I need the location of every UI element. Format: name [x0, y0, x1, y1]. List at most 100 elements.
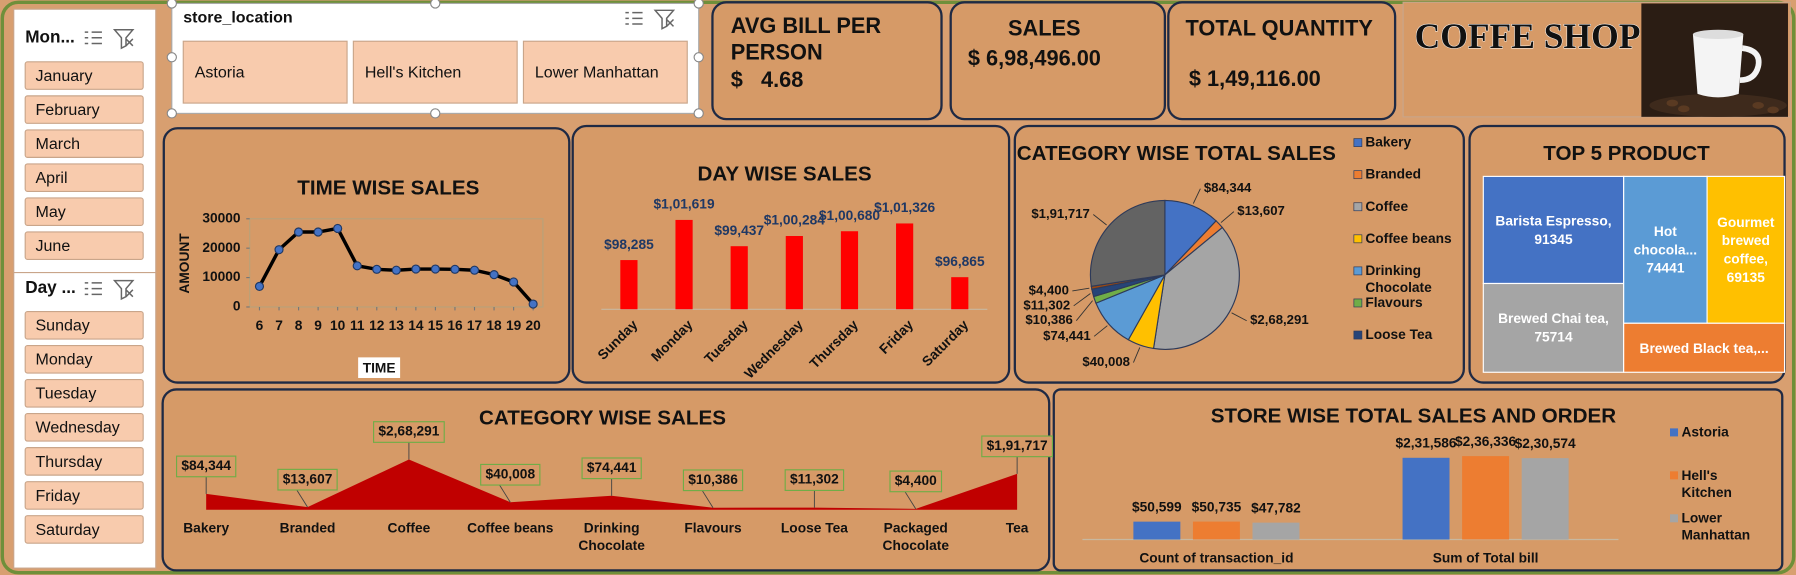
- tile-label-box: Hot chocola... 74441: [1634, 223, 1697, 276]
- slicer-item[interactable]: Lower Manhattan: [535, 64, 659, 82]
- pie-slice: [1152, 226, 1240, 350]
- legend-swatch: [1670, 514, 1679, 523]
- x-tick-label: 12: [369, 318, 385, 333]
- slicer-button[interactable]: [24, 197, 144, 226]
- leader-line: [701, 489, 714, 509]
- value-label: $74,441: [1043, 328, 1091, 343]
- x-axis-label: TIME: [363, 360, 396, 375]
- legend-label: Coffee: [1365, 198, 1409, 215]
- leader-line: [1133, 347, 1141, 363]
- value-label: $2,68,291: [378, 424, 439, 439]
- slicer-item[interactable]: Sunday: [36, 317, 90, 335]
- legend-label-box: Branded: [1365, 166, 1421, 182]
- legend: Bakery Branded Coffee Coffee beans Drinking …: [1353, 134, 1452, 342]
- clear-filter-icon[interactable]: [653, 9, 676, 30]
- legend-label-box: Lower Manhattan: [1681, 510, 1750, 543]
- marker: [293, 227, 304, 237]
- x-tick-label: Bakery: [183, 520, 230, 537]
- slicer-button[interactable]: [24, 163, 144, 192]
- value-label: $4,400: [1029, 282, 1069, 297]
- slicer-item[interactable]: Astoria: [195, 64, 245, 82]
- value-label: $1,00,284: [764, 213, 825, 228]
- legend-swatch: [1353, 330, 1363, 340]
- x-tick-label: 15: [428, 318, 444, 333]
- chart-title: TOP 5 PRODUCT: [1543, 142, 1710, 165]
- marker: [352, 261, 362, 271]
- slicer-item[interactable]: June: [36, 237, 71, 255]
- x-tick-label-box: Drinking Chocolate: [578, 520, 644, 553]
- value-label: $84,344: [1204, 180, 1252, 195]
- slicer-item[interactable]: Thursday: [36, 453, 103, 471]
- chart-title: CATEGORY WISE SALES: [479, 407, 726, 430]
- slicer-item[interactable]: March: [36, 135, 81, 153]
- slicer-button[interactable]: [24, 61, 144, 90]
- legend-label-box: Loose Tea: [1365, 326, 1432, 342]
- marker: [469, 265, 480, 275]
- value-label-box: [581, 457, 642, 480]
- x-tick-label: 14: [408, 318, 424, 333]
- x-tick-label-box: Branded: [280, 520, 336, 536]
- slicer-title: Day ...: [25, 277, 76, 297]
- leader-line: [1093, 214, 1107, 226]
- slicer-button[interactable]: [24, 379, 144, 408]
- value-label: $74,441: [587, 460, 637, 475]
- slicer-button[interactable]: [24, 231, 144, 261]
- bar: [1252, 522, 1300, 540]
- tile-label: Barista Espresso, 91345: [1495, 212, 1612, 248]
- leader-line: [903, 490, 917, 510]
- value-label: $13,607: [283, 471, 333, 486]
- slicer-item[interactable]: Hell's Kitchen: [365, 64, 462, 82]
- value-label: $2,30,574: [1515, 436, 1576, 451]
- slicer-button[interactable]: [24, 129, 144, 158]
- legend-label: Astoria: [1681, 423, 1729, 440]
- slicer-item[interactable]: Tuesday: [36, 385, 97, 403]
- treemap-tile: [1482, 175, 1625, 285]
- slicer-item[interactable]: January: [36, 67, 93, 85]
- legend-swatch: [1353, 202, 1363, 212]
- clear-filter-icon[interactable]: [112, 29, 135, 50]
- slicer-button[interactable]: [24, 447, 144, 476]
- slicer-item[interactable]: Wednesday: [36, 419, 120, 437]
- slicer-item[interactable]: Saturday: [36, 521, 100, 539]
- multi-select-icon[interactable]: [84, 282, 102, 296]
- y-tick-label: 20000: [202, 240, 241, 255]
- x-tick-label: 20: [526, 318, 542, 333]
- slicer-item[interactable]: Friday: [36, 487, 81, 505]
- slicer-item[interactable]: April: [36, 169, 68, 187]
- kpi-value: $ 1,49,116.00: [1189, 66, 1321, 91]
- legend-swatch: [1353, 234, 1363, 244]
- slicer-icons: [84, 29, 135, 50]
- slicer-button[interactable]: [352, 40, 518, 104]
- kpi-value: $ 6,98,496.00: [968, 45, 1101, 70]
- x-tick-label: 7: [275, 318, 283, 333]
- marker: [528, 299, 538, 309]
- multi-select-icon[interactable]: [84, 31, 102, 45]
- x-tick-label-box: Coffee: [388, 520, 431, 536]
- slicer-button[interactable]: [24, 344, 144, 374]
- multi-select-icon[interactable]: [625, 11, 643, 25]
- bar: [1133, 521, 1181, 540]
- x-tick-label: Sum of Total bill: [1433, 551, 1539, 566]
- slicer-button[interactable]: [182, 40, 348, 104]
- slicer-item[interactable]: May: [36, 203, 66, 221]
- slicer-button[interactable]: [24, 310, 144, 340]
- value-label-box: [480, 463, 541, 486]
- value-label: $84,344: [181, 458, 231, 473]
- slicer-item[interactable]: Monday: [36, 351, 93, 369]
- clear-filter-icon[interactable]: [112, 279, 135, 301]
- x-tick-label: 16: [447, 318, 463, 333]
- legend-label: Hell's Kitchen: [1681, 466, 1732, 500]
- slicer-item[interactable]: February: [36, 101, 100, 119]
- x-tick-label: 11: [350, 318, 365, 333]
- legend-label-box: Astoria: [1681, 423, 1729, 440]
- x-tick-label: 9: [314, 318, 322, 333]
- slicer-button[interactable]: [24, 413, 144, 442]
- slicer-button[interactable]: [24, 95, 144, 124]
- slicer-button[interactable]: [522, 40, 688, 104]
- marker: [391, 265, 401, 275]
- slicer-button[interactable]: [24, 481, 144, 510]
- x-tick-label: Loose Tea: [780, 520, 848, 537]
- slicer-button[interactable]: [24, 515, 144, 544]
- marker: [372, 264, 382, 274]
